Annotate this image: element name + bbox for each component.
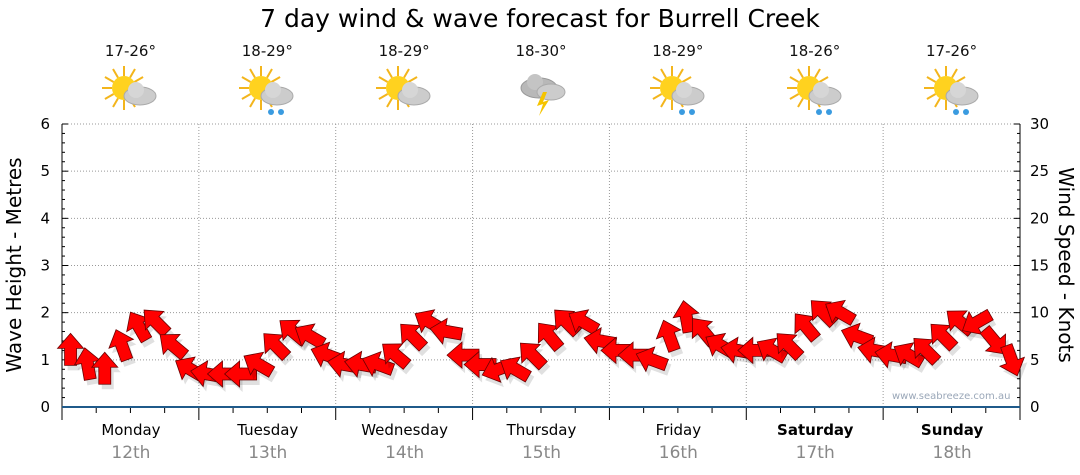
wind-arrow [500, 356, 532, 383]
y2-tick-label: 25 [1030, 162, 1049, 180]
wind-arrow [294, 323, 327, 350]
y-tick-label: 2 [40, 304, 50, 322]
wind-arrow [893, 342, 926, 369]
day-temperature: 18-29° [378, 42, 430, 60]
wind-arrow [108, 329, 135, 363]
y-tick-label: 6 [40, 115, 50, 133]
day-temperature: 18-29° [241, 42, 293, 60]
day-date: 13th [248, 443, 288, 463]
day-name: Sunday [920, 421, 984, 439]
wind-arrow [159, 334, 190, 361]
day-date: 18th [932, 443, 972, 463]
shower-icon [649, 66, 710, 122]
shower-icon [786, 66, 847, 122]
day-temperature: 18-29° [652, 42, 704, 60]
day-temperature: 17-26° [104, 42, 156, 60]
day-date: 12th [111, 443, 151, 463]
day-name: Thursday [506, 421, 577, 439]
shower-icon [923, 66, 984, 122]
day-date: 14th [385, 443, 425, 463]
watermark[interactable]: www.seabreeze.com.au [892, 391, 1011, 402]
wind-arrow [756, 337, 789, 364]
day-temperature: 17-26° [926, 42, 978, 60]
day-date: 16th [658, 443, 698, 463]
day-name: Saturday [777, 421, 854, 439]
wind-arrow [90, 351, 119, 385]
wind-arrow [382, 343, 412, 370]
y2-axis-title: Wind Speed - Knots [1054, 167, 1078, 363]
y2-tick-label: 20 [1030, 209, 1049, 227]
y-tick-label: 0 [40, 398, 50, 416]
y-tick-label: 4 [40, 209, 50, 227]
wind-arrow [998, 343, 1026, 377]
day-temperature: 18-30° [515, 42, 567, 60]
wind-arrow [776, 333, 805, 362]
wind-arrow [361, 350, 396, 378]
partly-cloudy-icon [376, 66, 436, 122]
y-axis-title: Wave Height - Metres [2, 157, 26, 372]
y2-tick-label: 0 [1030, 398, 1040, 416]
day-name: Monday [101, 421, 161, 439]
wind-arrow [224, 360, 258, 388]
wind-arrow [825, 299, 857, 326]
wind-arrow [635, 346, 669, 373]
partly-cloudy-icon [102, 66, 162, 122]
day-date: 17th [795, 443, 835, 463]
wind-arrow [143, 309, 172, 338]
day-temperature: 18-26° [789, 42, 841, 60]
y2-tick-label: 15 [1030, 257, 1049, 275]
wind-arrow [655, 319, 682, 353]
y-tick-label: 5 [40, 162, 50, 180]
y2-tick-label: 10 [1030, 304, 1049, 322]
wind-arrow [568, 309, 601, 336]
shower-icon [239, 66, 299, 122]
y2-tick-label: 30 [1030, 115, 1049, 133]
y2-tick-label: 5 [1030, 351, 1040, 369]
thunderstorm-icon [513, 66, 573, 122]
wind-arrow [243, 351, 276, 378]
wind-arrow [429, 317, 464, 345]
y-tick-label: 3 [40, 257, 50, 275]
day-name: Tuesday [237, 421, 299, 439]
wind-arrow [56, 332, 85, 366]
day-date: 15th [521, 443, 562, 463]
wind-arrow [519, 342, 548, 371]
day-name: Friday [655, 421, 702, 439]
wind-arrow [979, 325, 1006, 355]
chart-title: 7 day wind & wave forecast for Burrell C… [260, 4, 820, 33]
day-name: Wednesday [361, 421, 449, 439]
y-tick-label: 1 [40, 351, 50, 369]
